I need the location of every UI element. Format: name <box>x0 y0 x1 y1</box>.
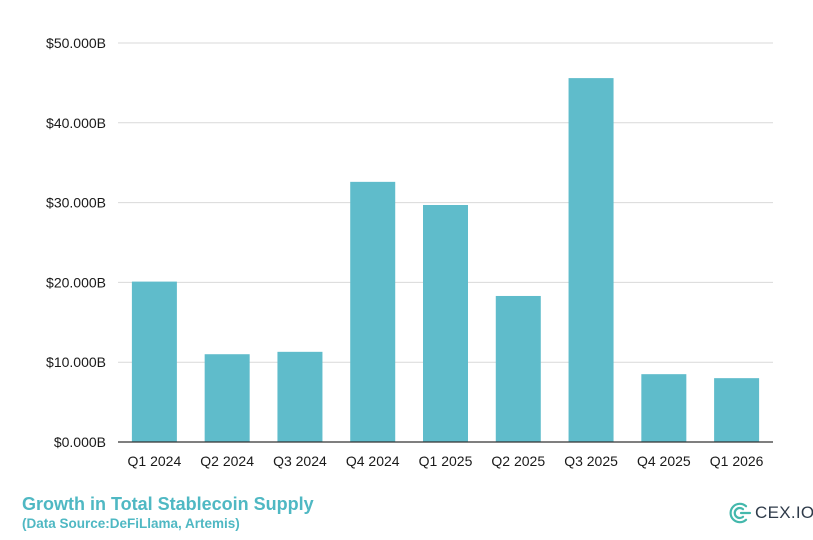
brand-logo: CEX.IO <box>726 501 813 525</box>
y-axis-tick-labels: $0.000B $10.000B $20.000B $30.000B $40.000B $… <box>46 35 106 450</box>
y-tick-label: $30.000B <box>46 195 106 211</box>
x-axis-tick-labels: Q1 2024 Q2 2024 Q3 2024 Q4 2024 Q1 2025 Q2 20… <box>128 453 764 469</box>
x-tick-label: Q4 2024 <box>346 453 400 469</box>
x-tick-label: Q3 2024 <box>273 453 327 469</box>
bar <box>641 374 687 442</box>
bars <box>131 78 760 443</box>
x-tick-label: Q2 2024 <box>200 453 254 469</box>
brand-name: CEX.IO <box>755 503 813 522</box>
bar <box>131 281 177 442</box>
bar <box>714 378 760 442</box>
x-tick-label: Q1 2026 <box>710 453 764 469</box>
bar <box>277 351 323 442</box>
x-tick-label: Q1 2025 <box>419 453 473 469</box>
y-tick-label: $50.000B <box>46 35 106 51</box>
x-tick-label: Q3 2025 <box>564 453 618 469</box>
cex-io-logo-icon <box>729 502 752 524</box>
bar <box>568 78 614 442</box>
chart-source-note: (Data Source:DeFiLlama, Artemis) <box>22 516 240 531</box>
x-tick-label: Q2 2025 <box>491 453 545 469</box>
x-tick-label: Q1 2024 <box>128 453 182 469</box>
y-tick-label: $0.000B <box>54 434 106 450</box>
gridlines <box>118 42 773 363</box>
chart-title: Growth in Total Stablecoin Supply <box>22 494 314 514</box>
bar <box>495 295 541 442</box>
bar-chart: $0.000B $10.000B $20.000B $30.000B $40.000B $… <box>46 35 773 469</box>
y-tick-label: $10.000B <box>46 354 106 370</box>
x-tick-label: Q4 2025 <box>637 453 691 469</box>
bar <box>423 204 468 442</box>
bar <box>204 354 250 442</box>
y-tick-label: $20.000B <box>46 274 106 290</box>
bar <box>350 181 396 443</box>
y-tick-label: $40.000B <box>46 115 106 131</box>
